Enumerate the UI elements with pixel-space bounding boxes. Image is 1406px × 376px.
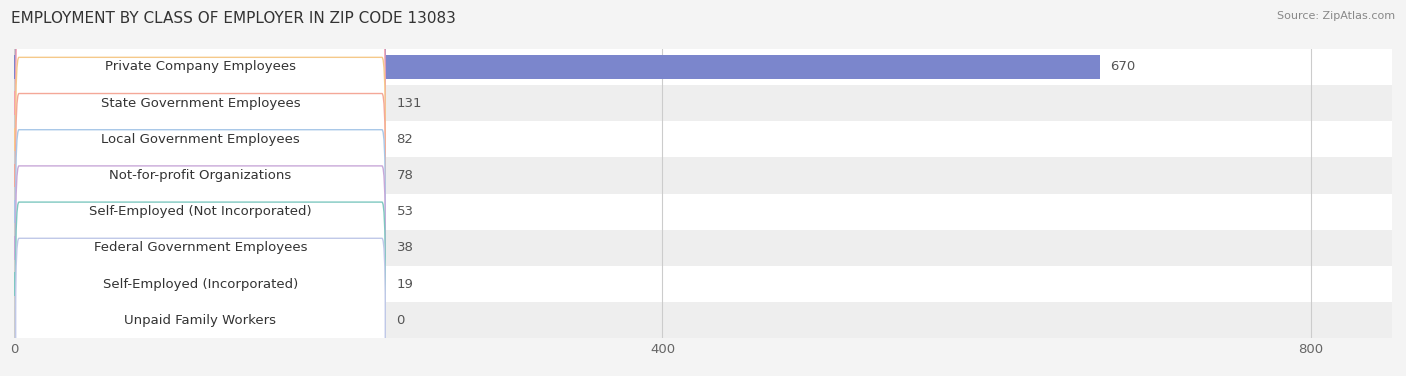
FancyBboxPatch shape [15, 166, 385, 330]
Text: 131: 131 [396, 97, 422, 110]
FancyBboxPatch shape [14, 230, 1392, 266]
Bar [14, 272, 45, 296]
FancyBboxPatch shape [14, 194, 1392, 230]
FancyBboxPatch shape [15, 94, 385, 258]
FancyBboxPatch shape [15, 0, 385, 149]
Text: Self-Employed (Incorporated): Self-Employed (Incorporated) [103, 277, 298, 291]
Text: Private Company Employees: Private Company Employees [105, 61, 297, 73]
Text: Unpaid Family Workers: Unpaid Family Workers [125, 314, 277, 327]
Text: EMPLOYMENT BY CLASS OF EMPLOYER IN ZIP CODE 13083: EMPLOYMENT BY CLASS OF EMPLOYER IN ZIP C… [11, 11, 456, 26]
FancyBboxPatch shape [15, 202, 385, 366]
FancyBboxPatch shape [15, 238, 385, 376]
Bar [14, 200, 100, 223]
FancyBboxPatch shape [14, 266, 1392, 302]
FancyBboxPatch shape [14, 121, 1392, 158]
Bar [14, 164, 141, 187]
FancyBboxPatch shape [15, 21, 385, 185]
Bar [14, 236, 76, 260]
Text: 19: 19 [396, 277, 413, 291]
Text: 82: 82 [396, 133, 413, 146]
FancyBboxPatch shape [15, 57, 385, 221]
Text: Self-Employed (Not Incorporated): Self-Employed (Not Incorporated) [89, 205, 312, 218]
FancyBboxPatch shape [14, 85, 1392, 121]
FancyBboxPatch shape [14, 158, 1392, 194]
Text: Not-for-profit Organizations: Not-for-profit Organizations [110, 169, 291, 182]
FancyBboxPatch shape [14, 302, 1392, 338]
Text: 38: 38 [396, 241, 413, 255]
FancyBboxPatch shape [15, 130, 385, 294]
Bar [14, 91, 226, 115]
Text: Federal Government Employees: Federal Government Employees [94, 241, 308, 255]
FancyBboxPatch shape [14, 49, 1392, 85]
Bar [14, 55, 1099, 79]
Text: 0: 0 [396, 314, 405, 327]
Text: Local Government Employees: Local Government Employees [101, 133, 299, 146]
Text: 78: 78 [396, 169, 413, 182]
Text: State Government Employees: State Government Employees [101, 97, 301, 110]
Text: 53: 53 [396, 205, 413, 218]
Text: Source: ZipAtlas.com: Source: ZipAtlas.com [1277, 11, 1395, 21]
Text: 670: 670 [1109, 61, 1135, 73]
Bar [14, 127, 148, 151]
